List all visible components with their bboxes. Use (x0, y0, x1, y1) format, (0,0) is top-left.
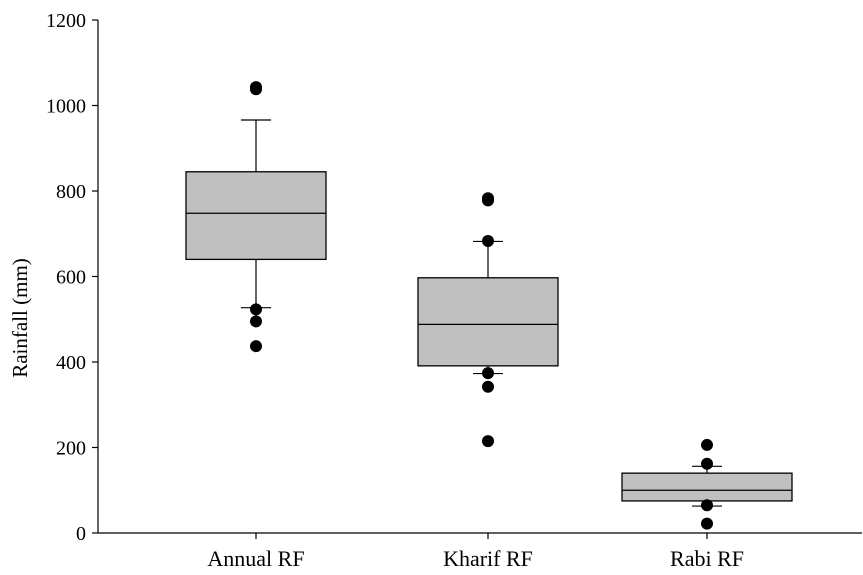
outlier-point (701, 499, 713, 512)
box-group (621, 438, 793, 530)
outlier-point (482, 194, 494, 207)
y-axis-label: Rainfall (mm) (8, 258, 32, 378)
y-tick-label: 400 (56, 352, 86, 374)
y-tick-label: 1200 (46, 10, 86, 32)
boxes-layer (185, 81, 793, 530)
outlier-point (250, 315, 262, 328)
iqr-box (417, 277, 559, 367)
outlier-point (482, 435, 494, 448)
y-tick-label: 800 (56, 181, 86, 203)
outlier-point (250, 303, 262, 316)
y-tick-label: 600 (56, 267, 86, 289)
outlier-point (482, 367, 494, 380)
plot-area (97, 20, 862, 534)
y-tick-label: 200 (56, 438, 86, 460)
x-tick-label: Annual RF (207, 546, 304, 571)
outlier-point (701, 457, 713, 470)
y-tick-label: 0 (76, 523, 86, 545)
box-group (185, 81, 327, 353)
outlier-point (250, 340, 262, 353)
y-tick-label: 1000 (46, 96, 86, 118)
outlier-point (482, 380, 494, 393)
outlier-point (701, 517, 713, 530)
outlier-point (701, 438, 713, 451)
box-group (417, 192, 559, 448)
x-tick-label: Kharif RF (443, 546, 533, 571)
x-axis-ticks: Annual RF Kharif RF Rabi RF (207, 533, 744, 571)
x-tick-label: Rabi RF (670, 546, 744, 571)
outlier-point (250, 83, 262, 96)
iqr-box (185, 171, 327, 261)
outlier-point (482, 235, 494, 248)
y-axis-ticks: 0 200 400 600 800 1000 1200 (46, 10, 98, 545)
iqr-box (621, 472, 793, 502)
